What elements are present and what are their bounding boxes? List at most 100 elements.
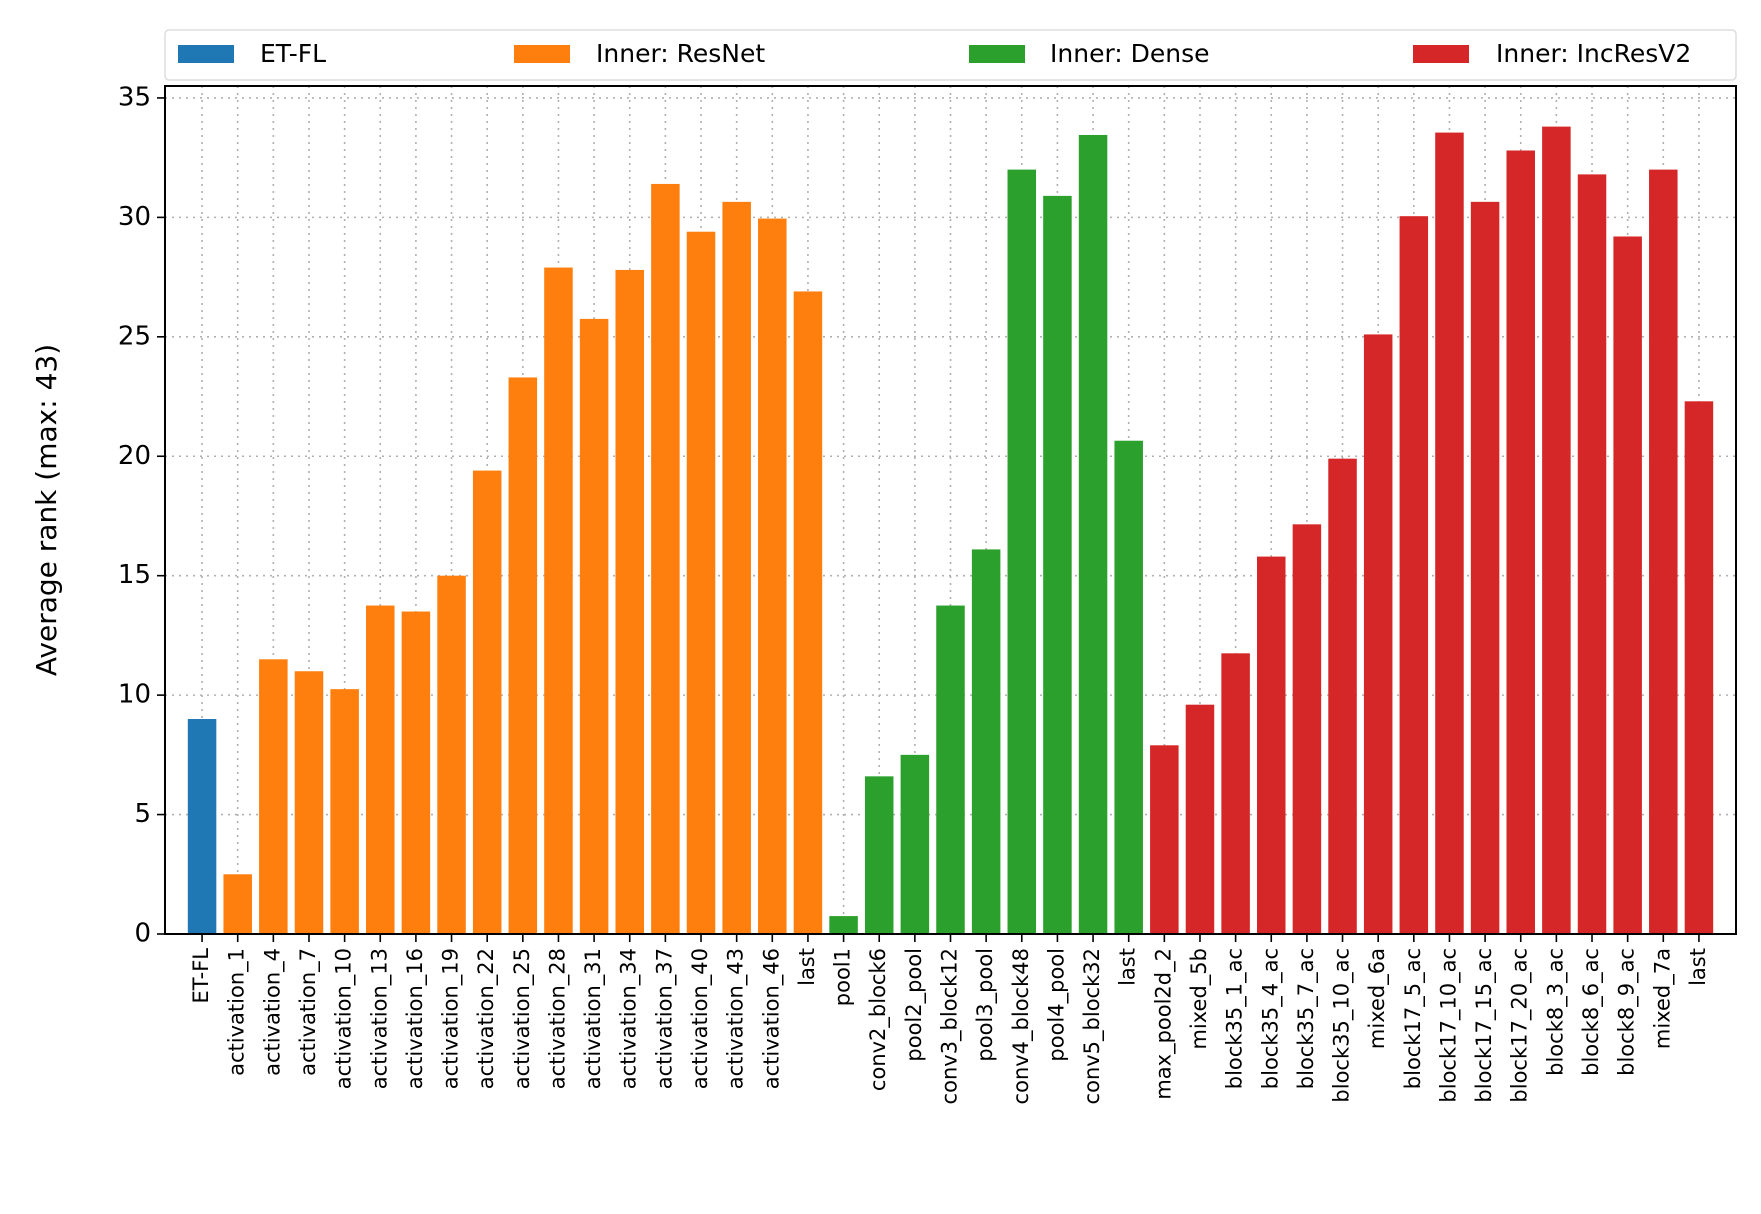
bar <box>1114 440 1143 934</box>
x-tick-label: pool2_pool <box>902 948 927 1062</box>
x-tick-label: last <box>1116 948 1140 986</box>
bar <box>900 754 930 934</box>
bar <box>437 575 466 934</box>
x-tick-label: activation_13 <box>367 948 392 1089</box>
y-tick-label: 15 <box>118 560 151 590</box>
x-tick-label: conv3_block12 <box>938 948 963 1104</box>
legend-label: Inner: ResNet <box>596 39 765 68</box>
x-tick-label: conv2_block6 <box>866 948 891 1091</box>
bar <box>1684 401 1714 934</box>
y-tick-label: 10 <box>118 680 151 710</box>
bar <box>259 659 288 934</box>
bar <box>1649 169 1678 934</box>
bar <box>1221 653 1250 934</box>
legend-label: Inner: Dense <box>1050 39 1210 68</box>
bar <box>1399 216 1429 934</box>
x-tick-label: last <box>795 948 819 986</box>
x-tick-label: activation_28 <box>545 948 570 1089</box>
bar <box>971 549 1001 934</box>
bar <box>829 916 858 934</box>
legend-box <box>164 29 1737 81</box>
x-tick-label: activation_37 <box>652 948 677 1089</box>
x-tick-label: mixed_7a <box>1650 948 1675 1049</box>
x-tick-label: conv5_block32 <box>1080 948 1105 1104</box>
bar <box>1007 169 1037 934</box>
x-tick-label: activation_22 <box>474 948 499 1089</box>
x-tick-label: activation_40 <box>688 948 713 1089</box>
legend-swatch <box>1413 45 1469 63</box>
bar <box>330 689 359 934</box>
x-tick-label: activation_46 <box>759 948 784 1089</box>
x-tick-label: block35_1_ac <box>1223 948 1248 1089</box>
bar <box>223 874 252 934</box>
y-tick-label: 25 <box>118 321 151 351</box>
bar <box>686 231 716 935</box>
x-tick-label: activation_4 <box>260 948 285 1076</box>
y-tick-label: 35 <box>118 82 151 112</box>
y-axis-label: Average rank (max: 43) <box>30 344 63 676</box>
y-tick-label: 0 <box>134 919 151 949</box>
bar <box>1435 132 1464 935</box>
bar <box>1257 556 1286 934</box>
bar <box>544 267 573 934</box>
x-tick-label: mixed_5b <box>1187 948 1212 1050</box>
bar <box>615 269 644 935</box>
bar <box>1506 150 1535 934</box>
x-tick-label: activation_34 <box>617 948 642 1089</box>
x-tick-label: activation_7 <box>296 948 321 1076</box>
bar <box>1542 126 1571 934</box>
y-tick-label: 5 <box>134 799 151 829</box>
x-tick-label: block8_6_ac <box>1579 948 1604 1076</box>
bar <box>366 605 395 934</box>
legend-swatch <box>969 45 1025 63</box>
bar <box>758 218 787 934</box>
bar <box>1363 334 1393 934</box>
bar <box>472 470 502 934</box>
plot-frame <box>164 85 1737 935</box>
x-tick-label: pool1 <box>831 948 855 1006</box>
x-tick-label: activation_19 <box>439 948 464 1089</box>
x-tick-label: block17_5_ac <box>1401 948 1426 1089</box>
bar <box>1613 236 1642 935</box>
x-tick-label: block35_4_ac <box>1258 948 1283 1089</box>
bar <box>1185 704 1215 934</box>
bar <box>294 671 324 934</box>
y-tick-label: 20 <box>118 441 151 471</box>
bar <box>1043 195 1072 934</box>
bar <box>793 291 823 934</box>
bar <box>1577 174 1607 934</box>
legend-swatch <box>514 45 570 63</box>
x-tick-label: block17_20_ac <box>1508 948 1533 1103</box>
x-tick-label: block8_9_ac <box>1615 948 1640 1076</box>
x-tick-label: conv4_block48 <box>1009 948 1034 1104</box>
legend-swatch <box>178 45 234 63</box>
x-tick-label: activation_16 <box>403 948 428 1089</box>
bar <box>187 719 217 934</box>
bar <box>401 611 431 934</box>
bar <box>1078 134 1108 935</box>
x-tick-label: pool3_pool <box>973 948 998 1062</box>
legend-label: Inner: IncResV2 <box>1496 39 1691 68</box>
x-tick-label: activation_1 <box>225 948 250 1076</box>
x-tick-label: pool4_pool <box>1044 948 1069 1062</box>
bar <box>651 183 680 934</box>
x-tick-label: activation_10 <box>332 948 357 1089</box>
legend-label: ET-FL <box>260 39 326 68</box>
x-tick-label: block35_7_ac <box>1294 948 1319 1089</box>
bar <box>1292 524 1322 934</box>
x-tick-label: activation_31 <box>581 948 606 1089</box>
bar <box>722 201 751 934</box>
x-tick-label: mixed_6a <box>1365 948 1390 1049</box>
y-tick-label: 30 <box>118 202 151 232</box>
bar <box>864 776 894 934</box>
bar <box>936 605 965 934</box>
bar <box>1328 458 1357 934</box>
x-tick-label: activation_43 <box>724 948 749 1089</box>
bar <box>508 377 538 934</box>
x-tick-label: block35_10_ac <box>1330 948 1355 1103</box>
x-tick-label: activation_25 <box>510 948 535 1089</box>
x-tick-label: max_pool2d_2 <box>1151 948 1176 1100</box>
bar <box>579 318 609 935</box>
bar <box>1470 201 1500 934</box>
